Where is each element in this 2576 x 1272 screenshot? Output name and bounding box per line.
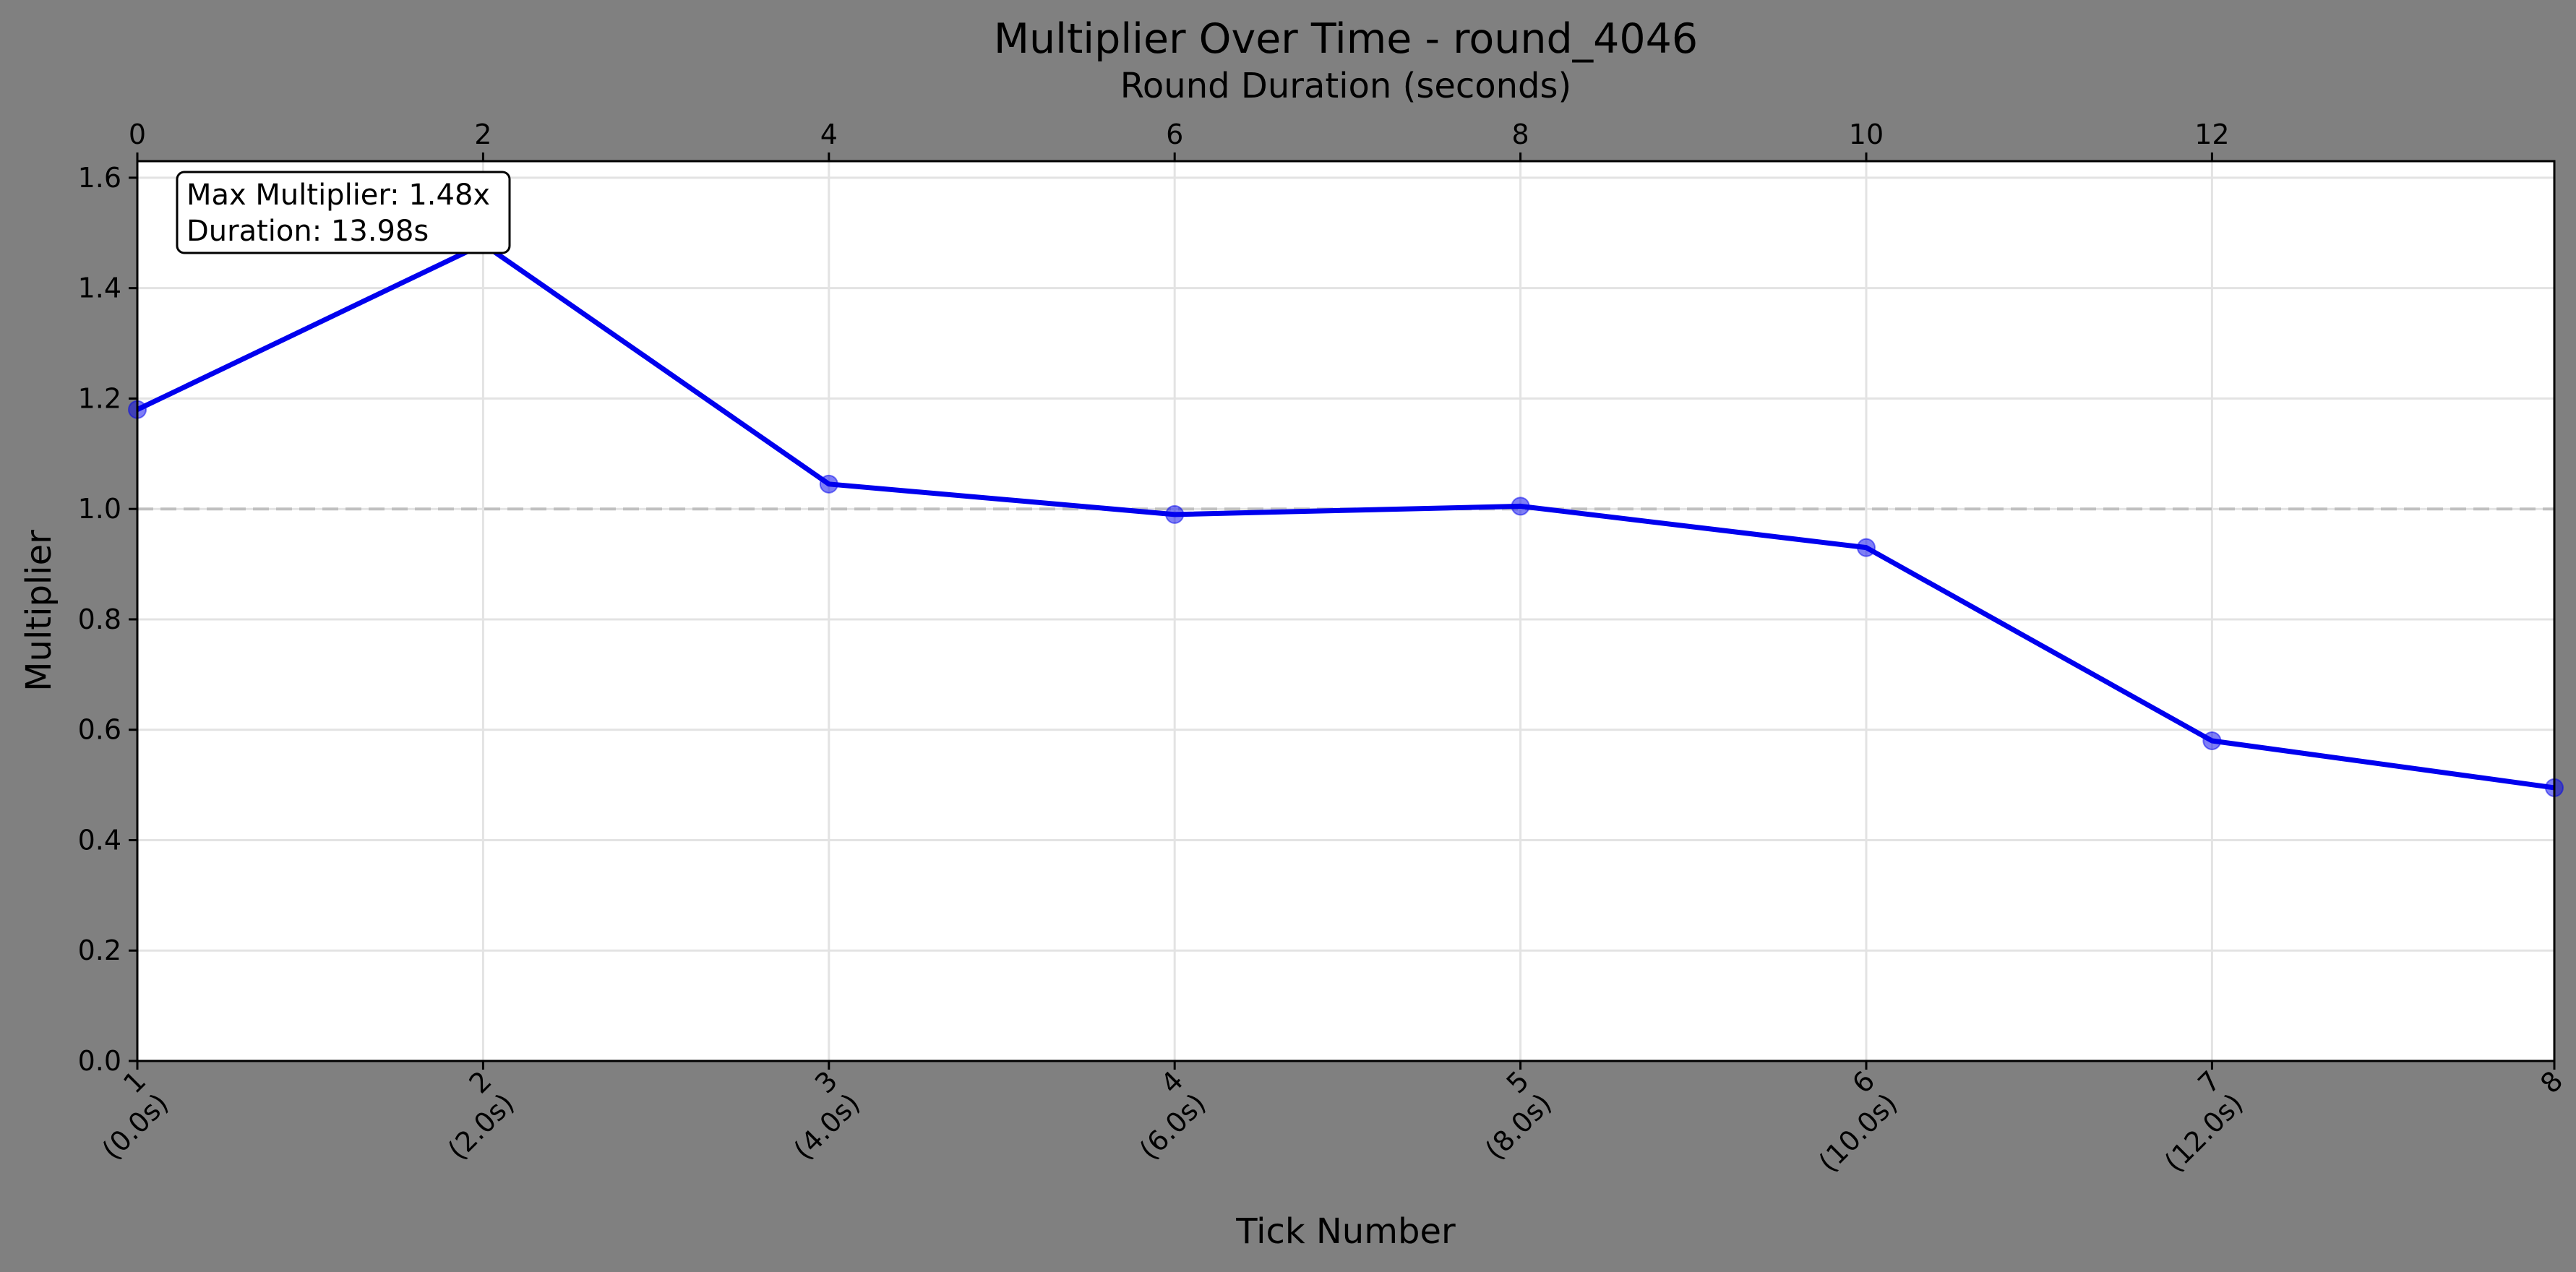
- y-tick-label-5: 1.0: [78, 493, 121, 525]
- x-tick-label-6: 7(12.0s): [2136, 1065, 2249, 1178]
- plot-frame: [136, 160, 2556, 1062]
- y-tick-label-3: 0.6: [78, 714, 121, 746]
- y-tick-label-0: 0.0: [78, 1045, 121, 1077]
- top-x-tick-label-2: 4: [820, 119, 838, 150]
- top-x-axis-title: Round Duration (seconds): [1120, 66, 1572, 106]
- data-point-4: [1511, 497, 1530, 516]
- svg-text:1(0.0s): 1(0.0s): [74, 1065, 175, 1166]
- top-x-tick-label-3: 6: [1166, 119, 1183, 150]
- top-x-tick-label-4: 8: [1511, 119, 1529, 150]
- x-tick-label-3: 4(6.0s): [1111, 1065, 1212, 1166]
- top-x-tick-label-0: 0: [129, 119, 146, 150]
- svg-text:4(6.0s): 4(6.0s): [1111, 1065, 1212, 1166]
- svg-text:2(2.0s): 2(2.0s): [419, 1065, 520, 1166]
- svg-text:7(12.0s): 7(12.0s): [2136, 1065, 2249, 1178]
- x-tick-label-5: 6(10.0s): [1790, 1065, 1904, 1178]
- svg-text:3(4.0s): 3(4.0s): [765, 1065, 866, 1166]
- x-axis-title: Tick Number: [1235, 1211, 1456, 1252]
- svg-text:8: 8: [2534, 1065, 2569, 1099]
- top-x-tick-label-6: 12: [2194, 119, 2229, 150]
- data-point-2: [819, 474, 838, 494]
- annotation-box: Max Multiplier: 1.48x Duration: 13.98s: [176, 171, 511, 254]
- plot-area: [137, 161, 2554, 1061]
- x-tick-label-2: 3(4.0s): [765, 1065, 866, 1166]
- svg-text:6(10.0s): 6(10.0s): [1790, 1065, 1903, 1178]
- y-tick-label-4: 0.8: [78, 603, 121, 635]
- annotation-duration: Duration: 13.98s: [186, 215, 429, 248]
- y-tick-label-6: 1.2: [78, 382, 121, 414]
- x-tick-label-7: 8: [2534, 1065, 2569, 1099]
- data-point-3: [1165, 504, 1185, 524]
- chart-title: Multiplier Over Time - round_4046: [994, 15, 1698, 63]
- data-point-5: [1856, 538, 1876, 557]
- y-tick-label-2: 0.4: [78, 824, 121, 856]
- annotation-max: Max Multiplier: 1.48x: [186, 179, 490, 212]
- svg-text:5(8.0s): 5(8.0s): [1456, 1065, 1558, 1166]
- data-point-6: [2202, 731, 2222, 750]
- top-x-tick-label-5: 10: [1849, 119, 1884, 150]
- x-tick-label-4: 5(8.0s): [1456, 1065, 1558, 1166]
- top-x-tick-label-1: 2: [474, 119, 491, 150]
- y-tick-label-8: 1.6: [78, 162, 121, 194]
- y-axis-title: Multiplier: [19, 530, 59, 692]
- y-tick-label-1: 0.2: [78, 934, 121, 966]
- x-tick-label-0: 1(0.0s): [74, 1065, 175, 1166]
- series-line-0: [136, 241, 2555, 791]
- x-tick-label-1: 2(2.0s): [419, 1065, 520, 1166]
- y-tick-label-7: 1.4: [78, 272, 121, 304]
